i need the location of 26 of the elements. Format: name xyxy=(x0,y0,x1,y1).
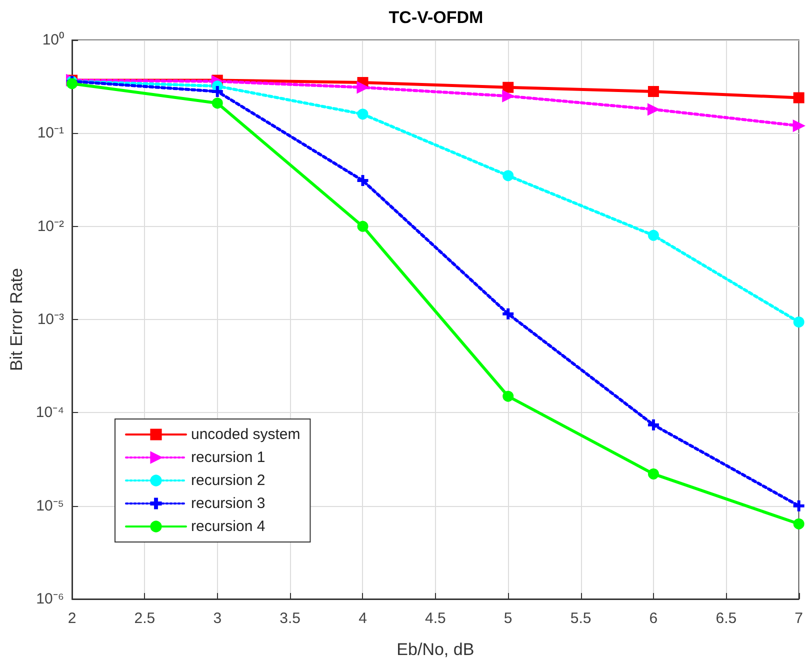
y-tick-label: 10⁻⁶ xyxy=(36,590,64,608)
y-axis-title: Bit Error Rate xyxy=(7,268,26,371)
x-tick-label: 4 xyxy=(358,610,367,627)
legend-label: recursion 2 xyxy=(191,472,266,489)
y-tick-label: 10⁰ xyxy=(42,32,64,48)
y-tick-label: 10⁻² xyxy=(37,218,64,235)
x-tick-label: 2 xyxy=(68,610,76,627)
chart-title: TC-V-OFDM xyxy=(388,8,484,27)
x-tick-label: 3 xyxy=(213,610,222,627)
y-tick-label: 10⁻³ xyxy=(37,311,64,328)
x-tick-label: 6 xyxy=(649,610,658,627)
legend-label: uncoded system xyxy=(191,426,300,443)
y-tick-label: 10⁻⁵ xyxy=(36,497,64,514)
x-tick-label: 4.5 xyxy=(425,610,446,627)
y-tick-label: 10⁻¹ xyxy=(37,124,64,142)
x-axis-title: Eb/No, dB xyxy=(396,640,474,659)
x-tick-label: 3.5 xyxy=(280,610,300,627)
y-tick-label: 10⁻⁴ xyxy=(36,404,64,422)
x-tick-label: 5 xyxy=(504,610,512,627)
x-tick-label: 6.5 xyxy=(716,610,737,627)
x-tick-label: 2.5 xyxy=(134,610,156,627)
legend-label: recursion 1 xyxy=(191,449,266,466)
legend-label: recursion 3 xyxy=(191,495,266,512)
legend-label: recursion 4 xyxy=(191,518,266,535)
x-tick-label: 5.5 xyxy=(570,610,592,627)
x-tick-label: 7 xyxy=(794,610,803,627)
